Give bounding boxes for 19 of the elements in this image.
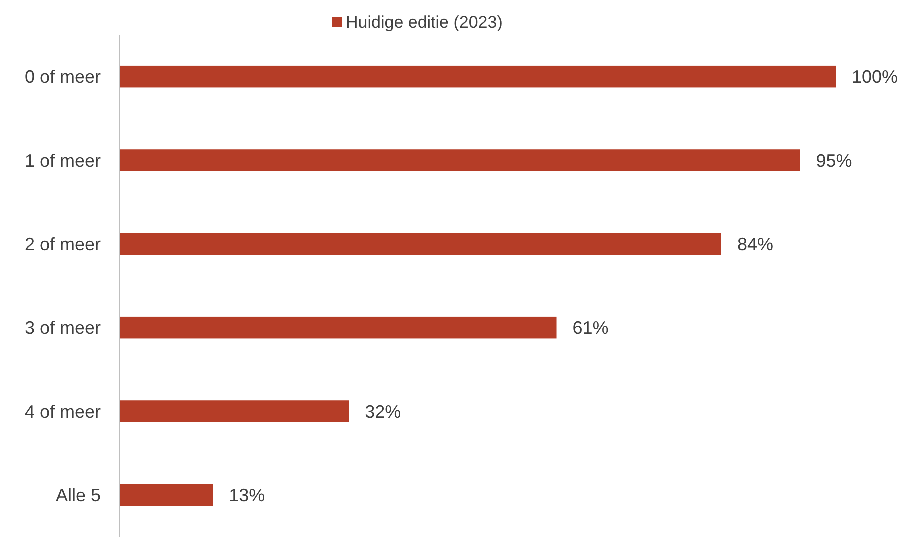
y-tick-label: 3 of meer <box>24 318 101 338</box>
bar <box>120 316 557 339</box>
bar <box>120 484 214 506</box>
data-label: 100% <box>852 67 898 88</box>
y-tick-label: 1 of meer <box>24 150 101 171</box>
y-tick-label: 4 of meer <box>24 402 101 422</box>
data-label: 13% <box>229 485 266 506</box>
y-tick-label: 2 of meer <box>24 234 101 254</box>
bar <box>120 400 350 422</box>
data-label: 84% <box>737 234 774 254</box>
bar <box>120 150 800 172</box>
data-label: 61% <box>572 318 609 338</box>
bar <box>120 66 836 88</box>
data-label: 32% <box>365 402 402 422</box>
bar <box>120 233 722 256</box>
legend-label: Huidige editie (2023) <box>346 12 503 32</box>
y-tick-label: Alle 5 <box>56 485 101 506</box>
data-label: 95% <box>816 150 852 171</box>
y-tick-label: 0 of meer <box>24 67 101 88</box>
